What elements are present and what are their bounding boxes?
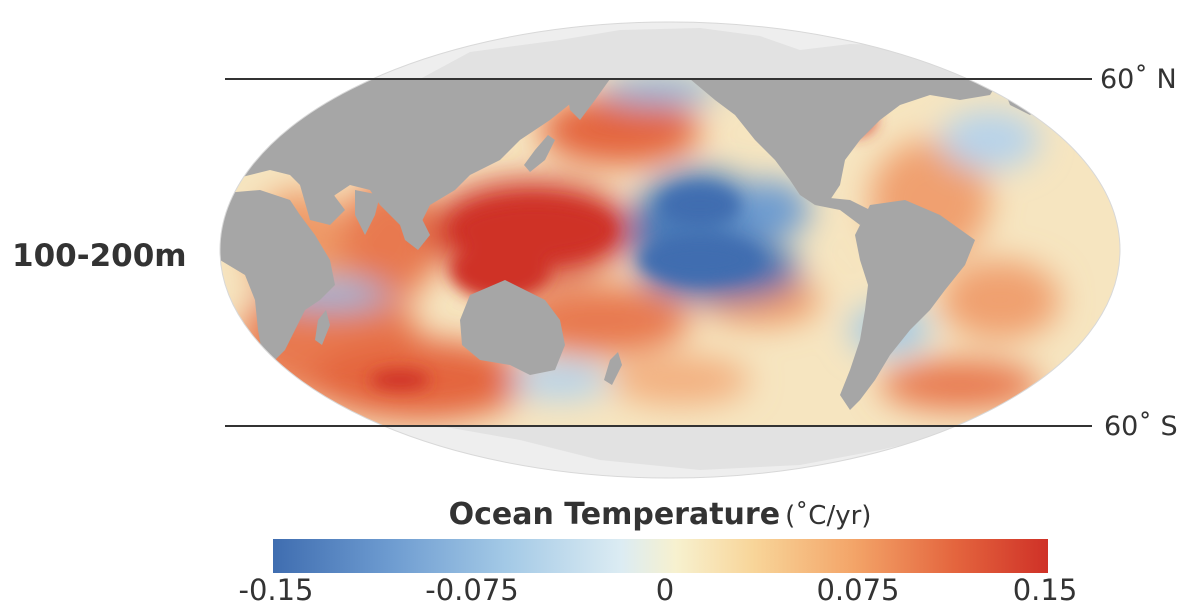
new-zealand	[604, 352, 622, 385]
latitude-label-south: 60˚ S	[1104, 411, 1178, 442]
madagascar	[315, 310, 330, 345]
colorbar-tick-min: -0.15	[238, 573, 314, 607]
south-america	[840, 200, 975, 410]
colorbar	[273, 539, 1048, 573]
australia	[460, 280, 565, 375]
colorbar-tick-low: -0.075	[425, 573, 519, 607]
central-america	[815, 198, 870, 225]
colorbar-tick-high: 0.075	[816, 573, 900, 607]
depth-label: 100-200m	[12, 238, 187, 274]
legend-title: Ocean Temperature (˚C/yr)	[0, 497, 1200, 532]
colorbar-tick-max: 0.15	[1012, 573, 1078, 607]
polar-land	[420, 28, 1040, 470]
india	[355, 190, 380, 235]
africa	[220, 190, 335, 360]
legend-unit: (˚C/yr)	[785, 501, 872, 531]
japan	[524, 135, 555, 172]
southeast-asia	[395, 210, 430, 250]
north-america	[690, 79, 1000, 205]
latitude-label-north: 60˚ N	[1100, 64, 1177, 95]
globe-outline	[219, 21, 1121, 479]
colorbar-tick-zero: 0	[655, 573, 675, 607]
arabia	[300, 185, 345, 225]
legend-title-text: Ocean Temperature	[448, 497, 781, 532]
kamchatka	[565, 79, 610, 120]
